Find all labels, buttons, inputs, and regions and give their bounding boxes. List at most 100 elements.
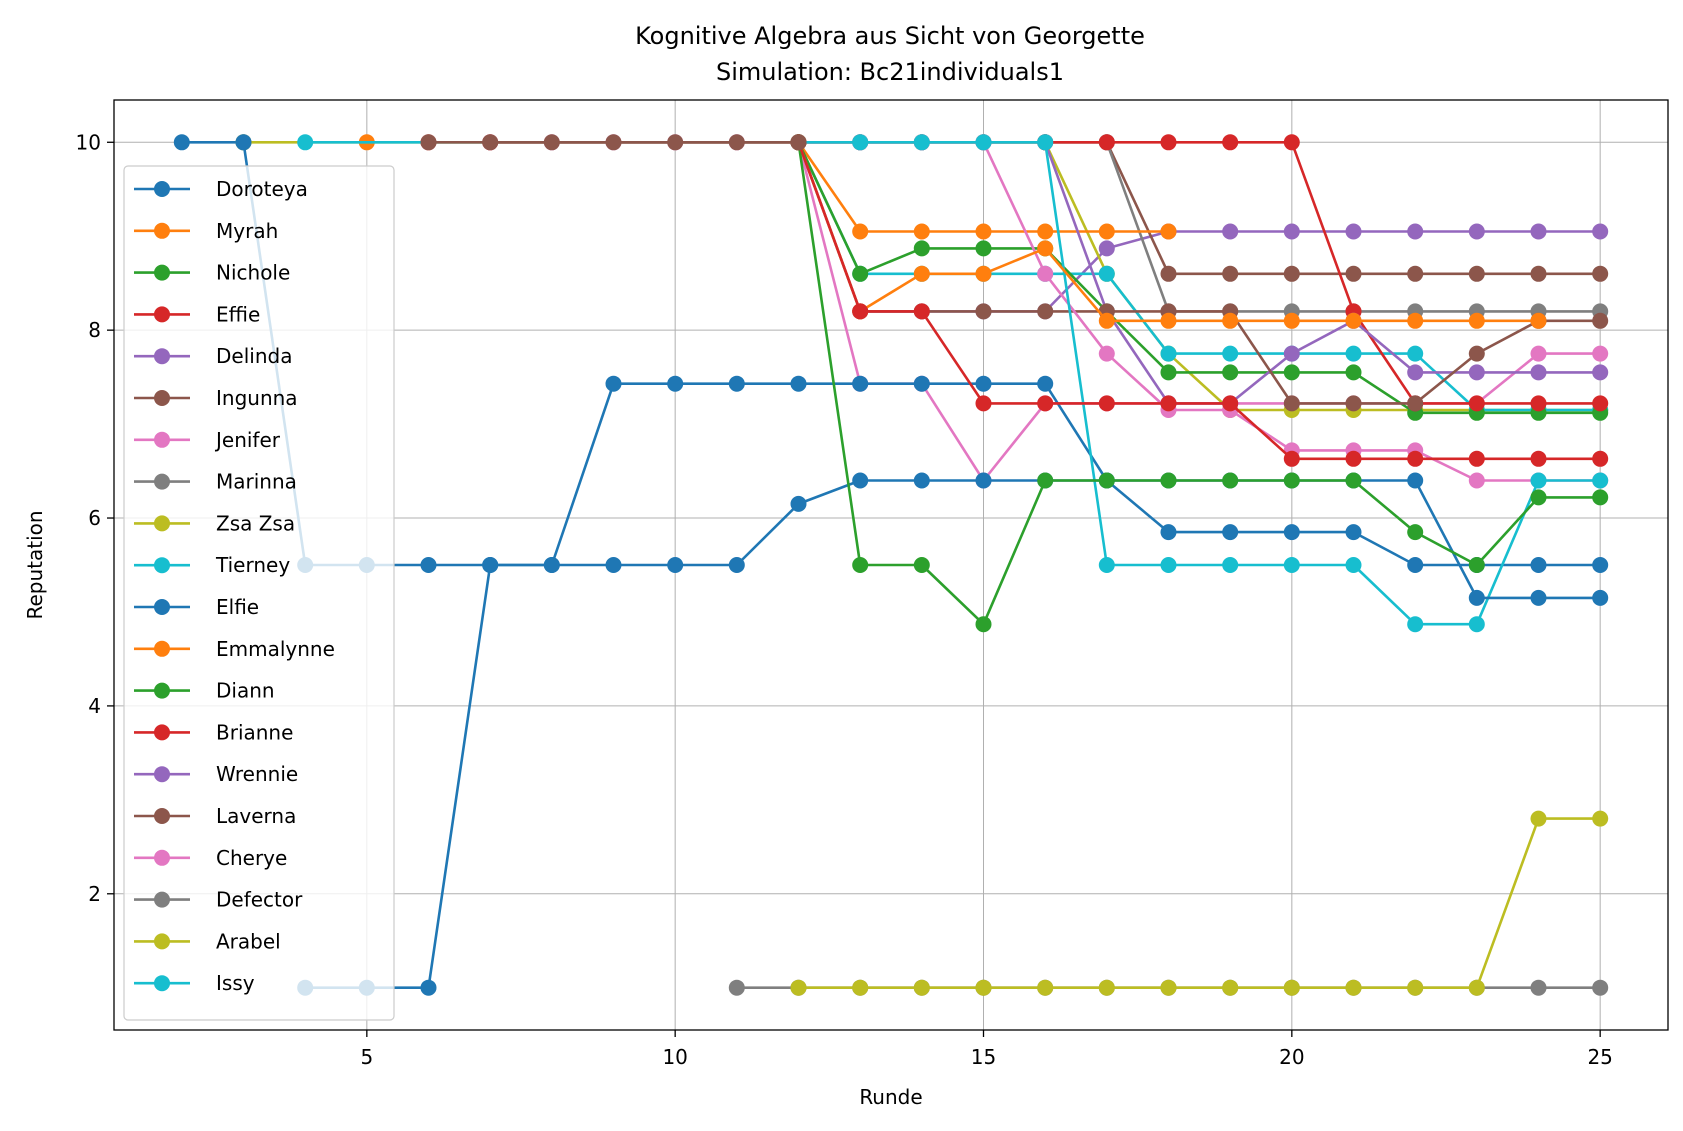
data-point [1530,223,1547,240]
chart-subtitle: Simulation: Bc21individuals1 [716,58,1064,86]
data-point [1407,979,1424,996]
series-line [798,141,1601,626]
data-point [1407,450,1424,467]
data-point [913,265,930,282]
data-point [1592,450,1609,467]
data-point [1345,979,1362,996]
data-point [1345,524,1362,541]
data-point [1468,265,1485,282]
data-point [790,495,807,512]
series-line [797,142,1601,626]
legend-item: Issy [134,971,255,995]
data-point [1407,345,1424,362]
data-point [1160,345,1177,362]
data-point [1037,375,1054,392]
legend-label: Arabel [216,929,281,953]
legend-label: Delinda [216,344,292,368]
data-point [913,303,930,320]
legend-label: Wrennie [216,762,298,786]
data-point [1222,312,1239,329]
data-point [1098,265,1115,282]
data-point [1345,450,1362,467]
legend-item: Nichole [134,261,290,285]
legend-item: Marinna [134,470,297,494]
data-point [852,223,869,240]
data-point [1160,312,1177,329]
data-point [1592,223,1609,240]
legend-item: Doroteya [134,177,308,201]
data-point [1098,223,1115,240]
data-point [1160,134,1177,151]
data-point [1222,524,1239,541]
data-point [728,557,745,573]
data-point [1530,589,1547,606]
data-point [1592,810,1609,827]
data-point [1345,557,1362,573]
data-point [1098,395,1115,412]
data-point [852,134,869,151]
legend-item: Tierney [134,553,290,577]
series-layer [173,134,1609,996]
data-point [1592,489,1609,506]
legend-marker [154,515,170,532]
data-point [1160,265,1177,282]
data-point [852,375,869,392]
series-emmalynne [790,134,1177,240]
data-point [1222,557,1239,573]
legend-marker [154,766,170,783]
data-point [420,979,437,996]
legend-marker [154,933,170,950]
data-point [1468,557,1485,573]
data-point [1468,472,1485,489]
legend-item: Emmalynne [134,637,335,661]
data-point [1160,223,1177,240]
legend-label: Elfie [216,595,259,619]
data-point [1283,395,1300,412]
data-point [1098,312,1115,329]
y-tick-label: 8 [88,318,101,342]
plot-frame [113,99,1669,1031]
data-point [975,240,992,257]
data-point [1037,979,1054,996]
data-point [1160,557,1177,573]
data-point [1283,364,1300,381]
series-unlabeled-24 [420,134,807,151]
data-point [728,375,745,392]
data-point [1468,312,1485,329]
x-tick-label: 15 [971,1045,996,1069]
data-point [1283,524,1300,541]
legend-label: Myrah [216,219,278,243]
x-tick-label: 10 [662,1045,687,1069]
data-point [975,134,992,151]
data-point [1530,312,1547,329]
legend-item: Defector [134,888,303,912]
data-point [913,472,930,489]
legend-marker [154,348,170,365]
data-point [975,472,992,489]
legend-marker [154,891,170,908]
y-tick-label: 4 [88,694,101,718]
data-point [1222,979,1239,996]
data-point [913,223,930,240]
legend-marker [154,724,170,741]
legend-item: Effie [134,302,260,326]
data-point [1468,979,1485,996]
data-point [1468,364,1485,381]
data-point [975,375,992,392]
data-point [1345,472,1362,489]
legend-marker [154,640,170,657]
legend-marker [154,849,170,866]
data-point [1407,472,1424,489]
data-point [852,265,869,282]
legend-item: Cherye [134,846,287,870]
data-point [1592,472,1609,489]
y-tick-label: 6 [88,506,101,530]
legend-marker [154,431,170,448]
data-point [1592,589,1609,606]
data-point [1530,345,1547,362]
data-point [1530,489,1547,506]
legend-marker [154,808,170,824]
chart-title: Kognitive Algebra aus Sicht von Georgett… [635,22,1145,50]
legend-item: Laverna [134,804,296,828]
